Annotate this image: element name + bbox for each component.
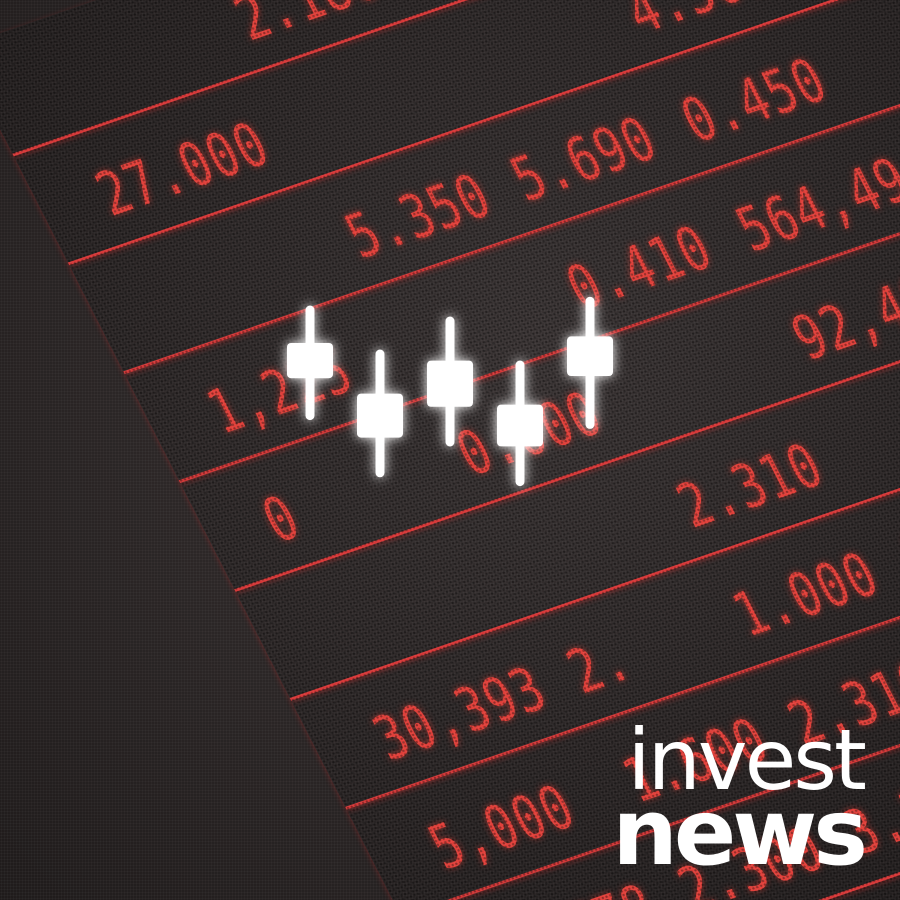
logo-line-news: news bbox=[594, 795, 864, 870]
ticker-value: 2. bbox=[556, 623, 644, 707]
ticker-value: 92,494 bbox=[780, 253, 900, 375]
investnews-logo: invest news bbox=[594, 726, 864, 870]
ticker-value: 12 bbox=[891, 508, 900, 592]
ticker-value: 0 bbox=[251, 482, 312, 557]
